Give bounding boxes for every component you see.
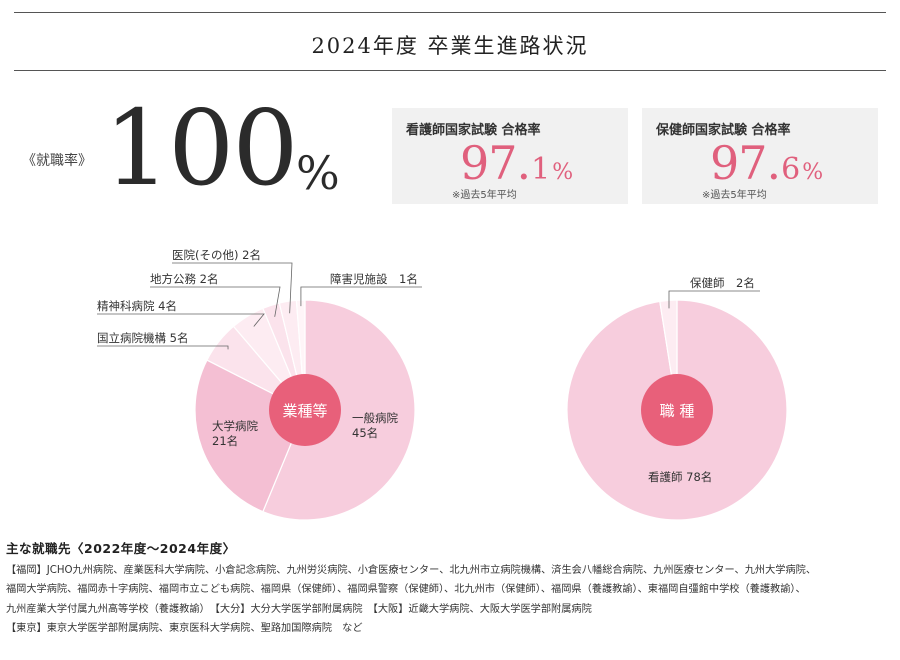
public-health-exam-note: ※過去5年平均	[702, 190, 767, 201]
data-label: 精神科病院 4名	[97, 299, 177, 313]
page-title: 2024年度 卒業生進路状況	[311, 34, 589, 58]
data-label: 大学病院	[212, 419, 258, 433]
employers-heading: 主な就職先〈2022年度〜2024年度〉	[6, 541, 236, 556]
nursing-exam-rate: 97.1%	[460, 136, 573, 190]
employers-line: 【東京】東京大学医学部附属病院、東京医科大学病院、聖路加国際病院 など	[6, 623, 363, 634]
public-health-rate-unit: %	[802, 160, 824, 185]
leader-line	[172, 262, 293, 314]
data-label: 保健師 2名	[690, 276, 755, 290]
data-label: 45名	[352, 426, 378, 440]
public-health-exam-box: 保健師国家試験 合格率 97.6% ※過去5年平均	[642, 108, 878, 204]
nursing-exam-box: 看護師国家試験 合格率 97.1% ※過去5年平均	[392, 108, 628, 204]
top-rule	[14, 12, 886, 13]
data-label: 国立病院機構 5名	[97, 331, 188, 345]
public-health-exam-rate: 97.6%	[710, 136, 823, 190]
data-label: 地方公務 2名	[150, 272, 218, 286]
pie-center	[641, 374, 713, 446]
public-health-exam-title: 保健師国家試験 合格率	[656, 123, 791, 138]
leader-line	[300, 286, 422, 307]
leader-line	[668, 290, 760, 309]
employment-rate-unit: %	[296, 146, 340, 200]
pie-center-label: 業種等	[282, 402, 327, 420]
data-label: 医院(その他) 2名	[172, 248, 261, 262]
nursing-exam-title: 看護師国家試験 合格率	[406, 123, 541, 138]
leader-line	[150, 286, 281, 317]
employers-line: 【福岡】JCHO九州病院、産業医科大学病院、小倉記念病院、九州労災病院、小倉医療…	[6, 564, 817, 576]
pie-charts: 業種等一般病院45名 大学病院21名 国立病院機構 5名精神科病院 4名 地方公務 2…	[97, 248, 788, 521]
data-label: 看護師 78名	[648, 470, 712, 484]
data-label: 21名	[212, 434, 238, 448]
employment-rate-label: 《就職率》	[22, 153, 92, 169]
leader-line	[97, 313, 265, 327]
nursing-rate-decimal: 1	[531, 152, 551, 187]
leader-line	[97, 345, 229, 350]
nursing-rate-dot: .	[516, 136, 532, 190]
pie-center	[269, 374, 341, 446]
data-label: 障害児施設 1名	[330, 272, 418, 286]
nursing-rate-integer: 97	[460, 136, 518, 190]
data-label: 一般病院	[352, 411, 398, 425]
public-health-rate-integer: 97	[710, 136, 768, 190]
employment-rate-value: 100	[104, 87, 299, 209]
nursing-rate-unit: %	[552, 160, 574, 185]
employers-line: 九州産業大学付属九州高等学校（養護教諭） 【大分】大分大学医学部附属病院 【大阪…	[6, 603, 592, 615]
title-rule	[14, 70, 886, 71]
employers-line: 福岡大学病院、福岡赤十字病院、福岡市立こども病院、福岡県（保健師）、福岡県警察（…	[6, 584, 806, 595]
nursing-exam-note: ※過去5年平均	[452, 190, 517, 201]
public-health-rate-dot: .	[766, 136, 782, 190]
public-health-rate-decimal: 6	[781, 152, 801, 187]
pie-center-label: 職 種	[660, 402, 695, 420]
employers-section: 主な就職先〈2022年度〜2024年度〉 【福岡】JCHO九州病院、産業医科大学…	[6, 539, 896, 639]
